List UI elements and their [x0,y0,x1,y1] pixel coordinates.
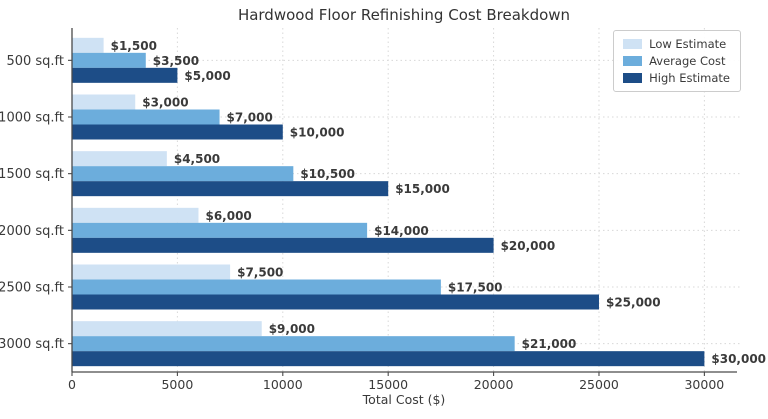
x-tick-label: 25000 [579,377,619,392]
bar-value-label: $7,000 [227,111,273,125]
bar [72,279,441,295]
legend-row: High Estimate [623,71,730,85]
legend-swatch [623,56,643,66]
bar [72,222,368,238]
y-tick-label: 3000 sq.ft [0,337,64,352]
x-tick-label: 10000 [263,377,303,392]
bar [72,264,231,280]
legend-label: Low Estimate [649,37,727,51]
y-tick-label: 2500 sq.ft [0,281,64,296]
bar [72,67,178,83]
legend-swatch [623,39,643,49]
y-tick-label: 500 sq.ft [6,54,64,69]
bar [72,166,294,182]
chart-title: Hardwood Floor Refinishing Cost Breakdow… [237,6,571,24]
y-tick-label: 2000 sq.ft [0,224,64,239]
bar [72,181,389,197]
legend-row: Average Cost [623,54,730,68]
bar [72,124,283,140]
bar [72,351,705,367]
y-tick-label: 1500 sq.ft [0,167,64,182]
bar-value-label: $9,000 [269,322,315,336]
bar [72,237,494,253]
legend-label: Average Cost [649,54,726,68]
legend: Low Estimate Average Cost High Estimate [613,30,741,92]
bar-value-label: $25,000 [606,296,661,310]
bar [72,151,167,167]
bar-value-label: $10,500 [300,167,355,181]
bar-value-label: $14,000 [374,224,429,238]
bar-value-label: $7,500 [237,266,283,280]
legend-label: High Estimate [649,71,730,85]
legend-swatch [623,73,643,83]
bar [72,109,220,125]
bar [72,37,104,53]
bar-value-label: $3,500 [153,54,199,68]
bar-value-label: $4,500 [174,152,220,166]
bar-value-label: $17,500 [448,281,503,295]
y-tick-label: 1000 sq.ft [0,111,64,126]
x-tick-label: 15000 [368,377,408,392]
bar-value-label: $1,500 [111,39,157,53]
bar [72,52,146,68]
x-tick-label: 5000 [161,377,193,392]
bar-value-label: $20,000 [501,239,556,253]
bar [72,94,136,110]
bar [72,336,515,352]
bar-value-label: $30,000 [711,352,766,366]
bar [72,207,199,223]
x-axis-label: Total Cost ($) [362,392,446,407]
bar-value-label: $10,000 [290,126,345,140]
bar [72,321,262,337]
legend-row: Low Estimate [623,37,730,51]
bar-value-label: $6,000 [205,209,251,223]
x-tick-label: 0 [68,377,76,392]
bar-value-label: $15,000 [395,182,450,196]
x-tick-label: 20000 [474,377,514,392]
bar [72,294,599,310]
x-tick-label: 30000 [684,377,724,392]
bar-value-label: $5,000 [184,69,230,83]
bar-value-label: $3,000 [142,96,188,110]
bar-value-label: $21,000 [522,337,577,351]
